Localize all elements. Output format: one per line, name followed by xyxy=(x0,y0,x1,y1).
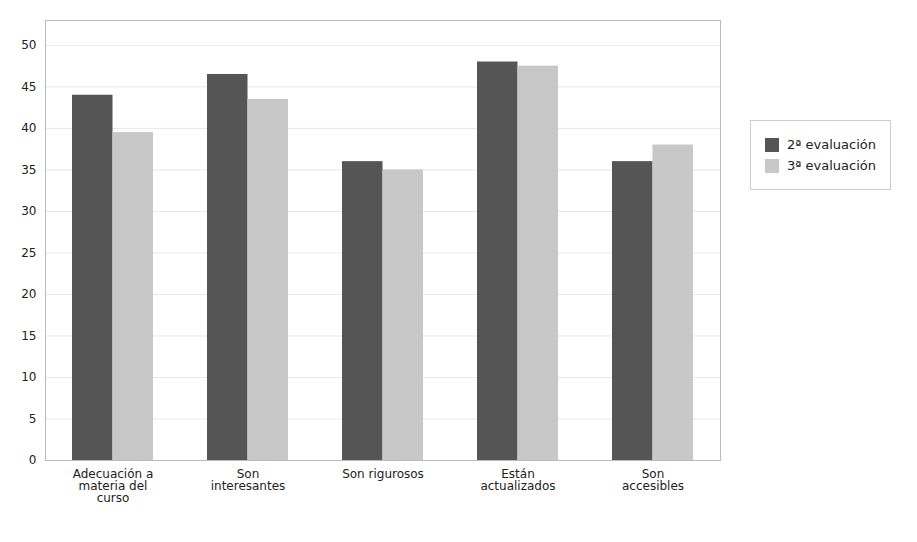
svg-text:Sonaccesibles: Sonaccesibles xyxy=(622,467,684,493)
svg-text:Estánactualizados: Estánactualizados xyxy=(480,467,555,493)
svg-text:10: 10 xyxy=(21,370,36,384)
svg-text:0: 0 xyxy=(29,453,37,467)
svg-text:50: 50 xyxy=(21,38,36,52)
svg-text:Soninteresantes: Soninteresantes xyxy=(211,467,286,493)
svg-text:Son rigurosos: Son rigurosos xyxy=(342,467,424,481)
svg-text:20: 20 xyxy=(21,287,36,301)
svg-text:40: 40 xyxy=(21,121,36,135)
svg-text:30: 30 xyxy=(21,204,36,218)
html-text:2ª evaluación: 2ª evaluación xyxy=(787,137,876,152)
svg-text:Adecuación amateria delcurso: Adecuación amateria delcurso xyxy=(73,467,154,505)
svg-text:45: 45 xyxy=(21,80,36,94)
svg-text:5: 5 xyxy=(29,412,37,426)
html-text:3ª evaluación: 3ª evaluación xyxy=(787,158,876,173)
svg-text:15: 15 xyxy=(21,329,36,343)
svg-text:35: 35 xyxy=(21,163,36,177)
svg-text:25: 25 xyxy=(21,246,36,260)
